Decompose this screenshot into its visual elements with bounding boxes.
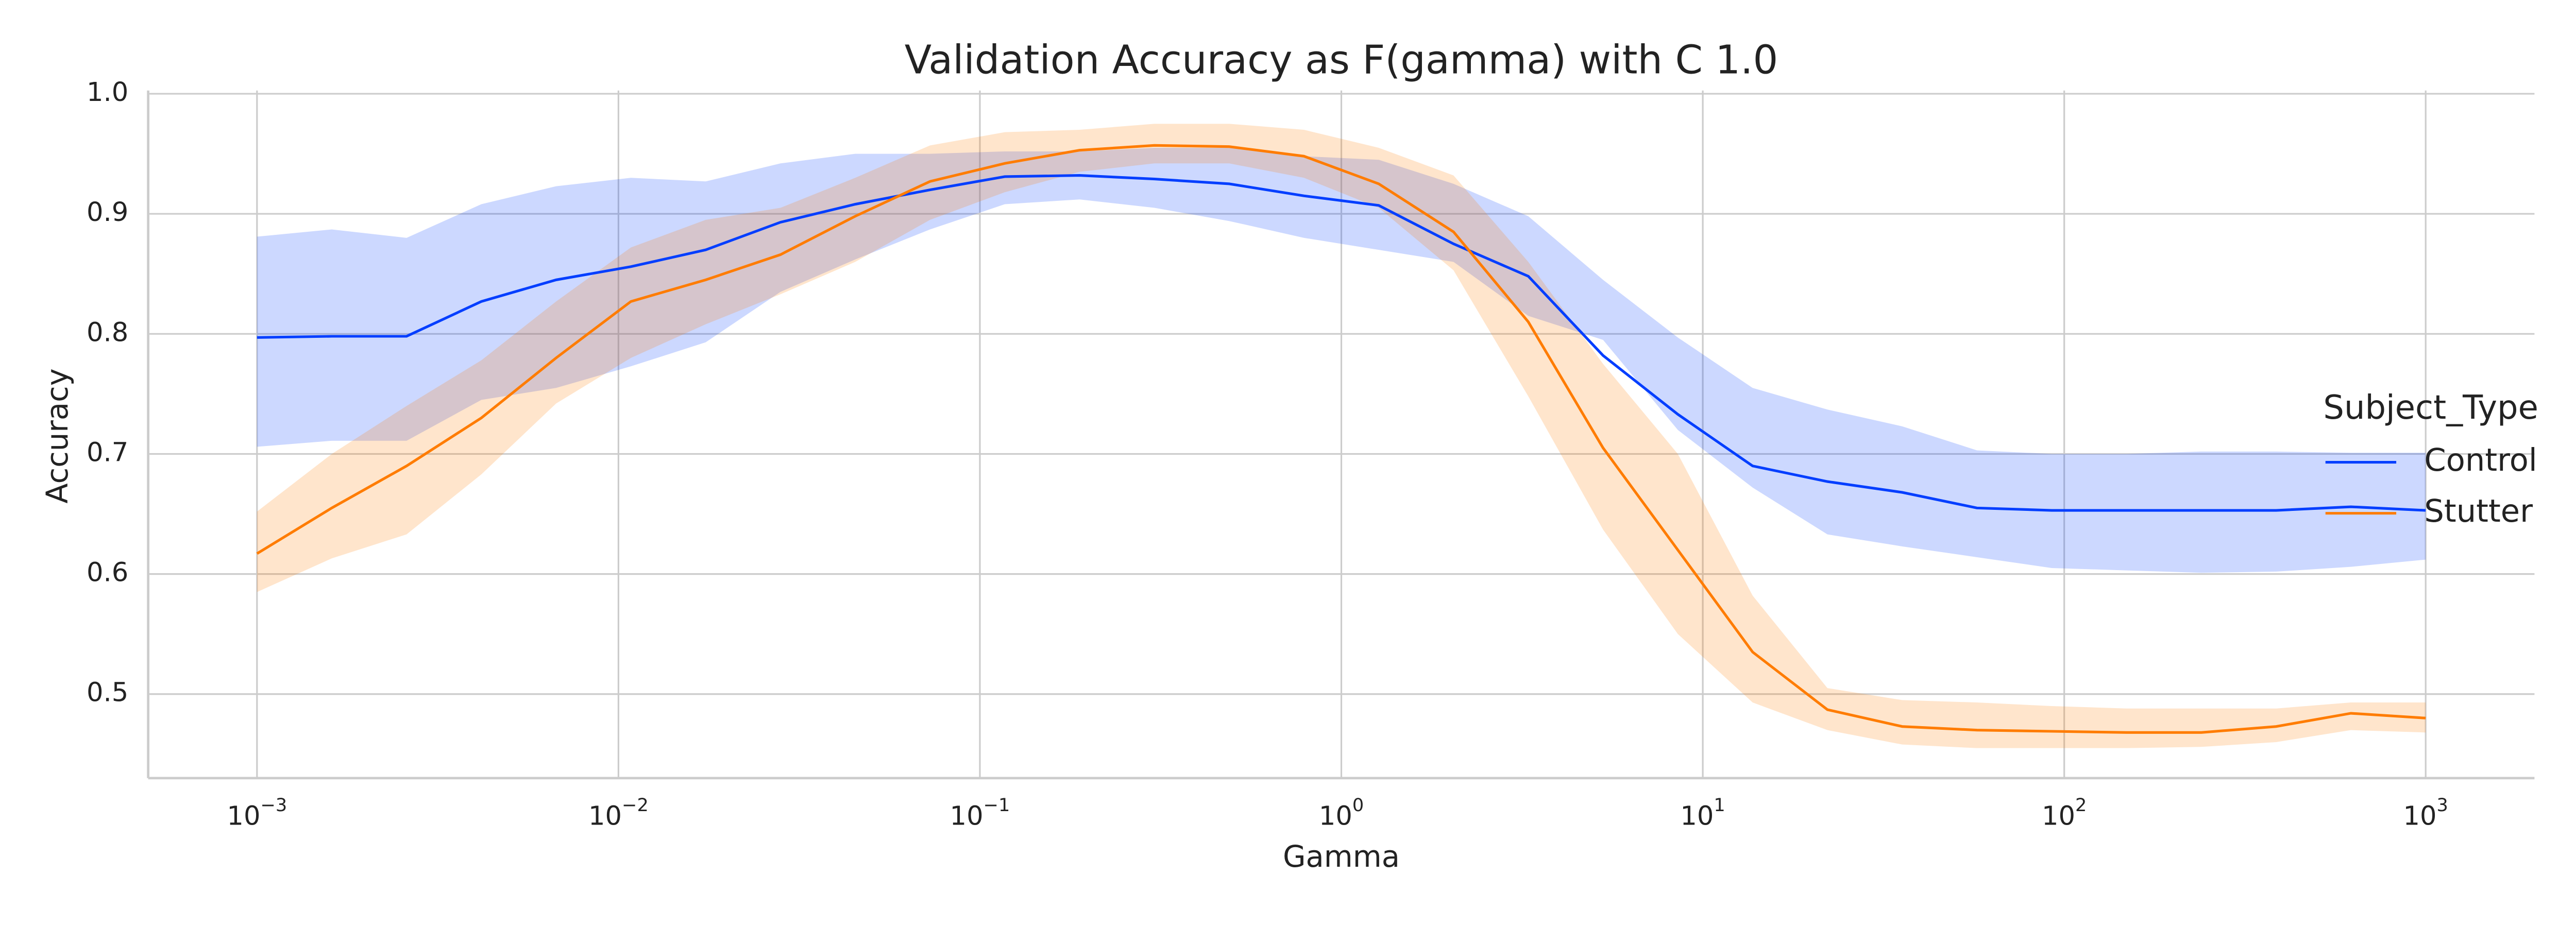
x-tick-label: 10−3	[227, 795, 287, 831]
tick-exponent: 1	[1714, 795, 1725, 816]
tick-base: 10	[588, 801, 622, 832]
y-tick-label: 0.5	[87, 678, 128, 708]
chart-title: Validation Accuracy as F(gamma) with C 1…	[905, 37, 1778, 83]
x-tick-label: 10−2	[588, 795, 649, 831]
tick-base: 10	[1319, 801, 1352, 832]
tick-exponent: −2	[622, 795, 649, 816]
x-tick-label: 102	[2042, 795, 2087, 831]
tick-exponent: 3	[2437, 795, 2448, 816]
tick-exponent: 0	[1352, 795, 1364, 816]
x-tick-label: 103	[2403, 795, 2448, 831]
y-axis-label: Accuracy	[40, 368, 75, 503]
tick-exponent: 2	[2075, 795, 2087, 816]
y-tick-label: 0.7	[87, 437, 128, 468]
tick-base: 10	[2042, 801, 2075, 832]
y-tick-label: 0.9	[87, 197, 128, 228]
legend-label: Control	[2424, 442, 2537, 478]
legend-title: Subject_Type	[2323, 389, 2538, 427]
tick-base: 10	[227, 801, 260, 832]
x-axis-label: Gamma	[1283, 839, 1400, 874]
tick-base: 10	[1680, 801, 1714, 832]
tick-exponent: −1	[984, 795, 1010, 816]
tick-base: 10	[2403, 801, 2437, 832]
x-tick-label: 101	[1680, 795, 1725, 831]
y-tick-label: 1.0	[87, 77, 128, 108]
x-tick-label: 10−1	[950, 795, 1010, 831]
tick-exponent: −3	[260, 795, 287, 816]
confidence-band	[257, 147, 2426, 573]
confidence-band	[257, 124, 2426, 748]
tick-base: 10	[950, 801, 984, 832]
data-line	[257, 174, 2426, 512]
x-tick-label: 100	[1319, 795, 1364, 831]
legend-label: Stutter	[2424, 493, 2533, 529]
y-tick-label: 0.8	[87, 317, 128, 348]
data-line	[256, 144, 2426, 734]
y-tick-label: 0.6	[87, 558, 128, 588]
